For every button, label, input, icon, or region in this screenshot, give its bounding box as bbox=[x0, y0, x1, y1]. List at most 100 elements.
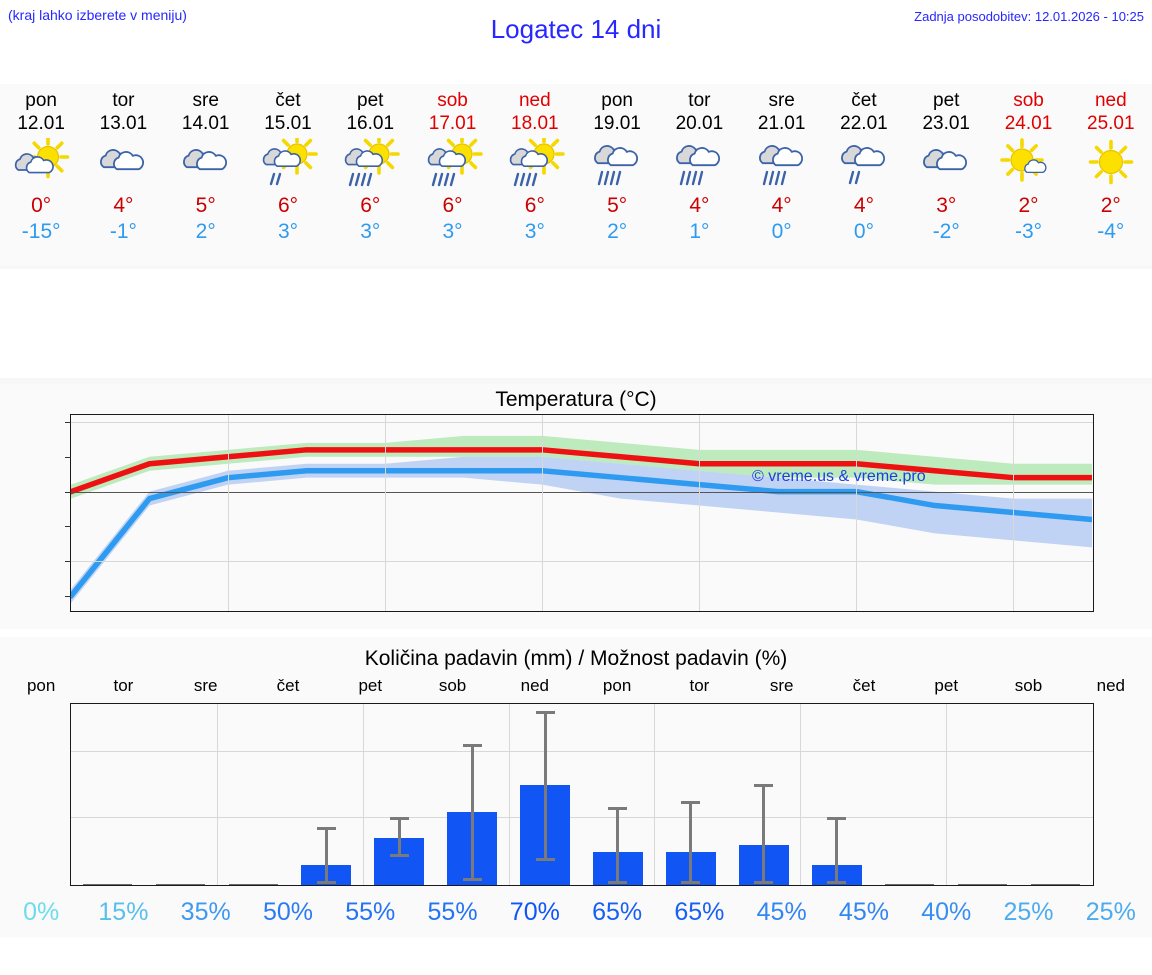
temperature-vertical-gridline bbox=[385, 415, 387, 611]
day-of-week: čet bbox=[851, 90, 877, 111]
temp-min: -3° bbox=[1014, 220, 1043, 243]
day-column[interactable]: pon 19.01 5° 2° bbox=[576, 84, 658, 269]
precipitation-error-bar bbox=[324, 827, 328, 884]
cloud-icon bbox=[86, 138, 160, 190]
day-column[interactable]: sre 14.01 5° 2° bbox=[165, 84, 247, 269]
temperature-vertical-gridline bbox=[542, 415, 544, 611]
band-divider-top bbox=[0, 266, 1152, 270]
precipitation-error-bar bbox=[835, 817, 839, 884]
temp-min: -15° bbox=[21, 220, 61, 243]
temperature-series-line bbox=[71, 467, 1092, 599]
temp-min: -2° bbox=[932, 220, 960, 243]
precipitation-vertical-gridline bbox=[508, 704, 510, 885]
precipitation-error-cap bbox=[389, 854, 409, 858]
precipitation-day-label: pet bbox=[934, 676, 959, 695]
sun-small-cloud-icon bbox=[992, 138, 1066, 190]
temp-min: 3° bbox=[360, 220, 381, 243]
temp-max: 4° bbox=[689, 194, 710, 217]
precipitation-error-bar bbox=[616, 807, 620, 884]
day-column[interactable]: ned 25.01 2° -4° bbox=[1070, 84, 1152, 269]
temp-max: 0° bbox=[31, 194, 52, 217]
day-date: 25.01 bbox=[1087, 113, 1135, 134]
precipitation-error-bar bbox=[543, 710, 547, 861]
spacer-band bbox=[0, 269, 1152, 379]
temp-max: 3° bbox=[936, 194, 957, 217]
precipitation-error-cap bbox=[681, 800, 701, 804]
temp-min: -4° bbox=[1097, 220, 1125, 243]
precipitation-bar[interactable] bbox=[82, 884, 133, 885]
precipitation-probability-label: 0% bbox=[23, 898, 60, 926]
cloud-rain-icon bbox=[745, 138, 819, 190]
day-column[interactable]: ned 18.01 6° 3° bbox=[494, 84, 576, 269]
day-of-week: pon bbox=[25, 90, 57, 111]
temperature-vertical-gridline bbox=[856, 415, 858, 611]
day-column[interactable]: pet 16.01 6° 3° bbox=[329, 84, 411, 269]
last-updated: Zadnja posodobitev: 12.01.2026 - 10:25 bbox=[914, 9, 1144, 24]
temp-min: 3° bbox=[277, 220, 299, 243]
precipitation-bar[interactable] bbox=[1030, 884, 1081, 885]
sun-cloud-rain-light-icon bbox=[251, 133, 325, 190]
day-of-week: pet bbox=[933, 90, 960, 111]
cloud-icon bbox=[909, 138, 983, 190]
day-column[interactable]: čet 22.01 4° 0° bbox=[823, 84, 905, 269]
precipitation-day-label: tor bbox=[689, 676, 710, 695]
precipitation-day-labels: pon tor sre čet pet sob ned pon tor sre čet pet sob n… bbox=[0, 676, 1152, 698]
temp-min: 0° bbox=[853, 220, 874, 243]
precipitation-day-label: sre bbox=[193, 676, 218, 695]
precipitation-probability-label: 55% bbox=[345, 898, 396, 926]
temp-min: 1° bbox=[689, 220, 710, 243]
precipitation-error-cap bbox=[462, 877, 482, 881]
precipitation-error-bar bbox=[689, 800, 693, 884]
precipitation-probability-label: 65% bbox=[592, 898, 643, 926]
temperature-vertical-gridline bbox=[228, 415, 230, 611]
temperature-gridline bbox=[71, 561, 1093, 563]
day-column[interactable]: pet 23.01 3° -2° bbox=[905, 84, 987, 269]
precipitation-day-label: pon bbox=[26, 676, 56, 695]
precipitation-day-label: sob bbox=[438, 676, 467, 695]
day-column[interactable]: sre 21.01 4° 0° bbox=[741, 84, 823, 269]
day-date: 16.01 bbox=[346, 113, 395, 134]
precipitation-bar[interactable] bbox=[155, 883, 206, 885]
day-column[interactable]: sob 17.01 6° 3° bbox=[411, 84, 493, 269]
page-header: (kraj lahko izberete v meniju) Logatec 1… bbox=[0, 0, 1152, 56]
temp-max: 6° bbox=[442, 194, 463, 217]
day-column[interactable]: tor 13.01 4° -1° bbox=[82, 84, 164, 269]
day-date: 18.01 bbox=[511, 113, 559, 134]
precipitation-bar[interactable] bbox=[884, 883, 935, 885]
temperature-series-line bbox=[71, 447, 1092, 495]
day-column[interactable]: sob 24.01 2° -3° bbox=[987, 84, 1069, 269]
location-menu-note[interactable]: (kraj lahko izberete v meniju) bbox=[8, 7, 187, 23]
day-of-week: tor bbox=[112, 90, 135, 111]
precipitation-error-cap bbox=[608, 807, 628, 811]
precipitation-bar[interactable] bbox=[957, 883, 1008, 885]
temp-max: 2° bbox=[1018, 194, 1039, 217]
day-column[interactable]: čet 15.01 6° 3° bbox=[247, 84, 329, 269]
precipitation-vertical-gridline bbox=[362, 704, 364, 885]
precipitation-chart-title: Količina padavin (mm) / Možnost padavin … bbox=[364, 647, 788, 670]
precipitation-probability-label: 65% bbox=[674, 898, 725, 926]
precipitation-probability-label: 15% bbox=[98, 898, 149, 926]
precipitation-day-label: čet bbox=[852, 676, 876, 695]
precipitation-probability-label: 40% bbox=[921, 898, 972, 926]
precipitation-probability-label: 45% bbox=[838, 898, 889, 926]
precipitation-probability-label: 50% bbox=[262, 898, 313, 926]
precipitation-error-cap bbox=[316, 881, 336, 884]
day-of-week: čet bbox=[275, 90, 301, 111]
precipitation-day-label: pet bbox=[358, 676, 383, 695]
temp-max: 5° bbox=[195, 194, 216, 217]
day-column[interactable]: pon 12.01 0° -15° bbox=[0, 84, 82, 269]
sun-cloud-icon bbox=[4, 135, 78, 190]
day-of-week: sre bbox=[768, 90, 795, 111]
temperature-axis-tick bbox=[65, 561, 71, 563]
cloud-rain-icon bbox=[662, 138, 736, 190]
temperature-series-svg bbox=[71, 435, 1092, 604]
temp-min: 2° bbox=[195, 220, 216, 243]
precipitation-gridline bbox=[71, 750, 1093, 752]
precipitation-probability-label: 35% bbox=[180, 898, 231, 926]
temperature-axis-tick bbox=[65, 421, 71, 423]
day-column[interactable]: tor 20.01 4° 1° bbox=[658, 84, 740, 269]
precipitation-probability-label: 45% bbox=[756, 898, 807, 926]
precipitation-bar[interactable] bbox=[228, 883, 279, 885]
precipitation-error-bar bbox=[762, 784, 766, 884]
day-of-week: sre bbox=[192, 90, 219, 111]
